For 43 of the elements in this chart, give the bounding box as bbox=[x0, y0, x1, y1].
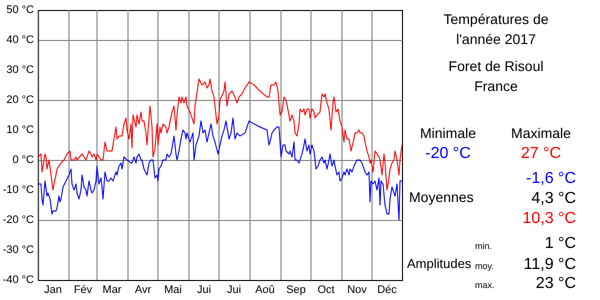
y-tick-label: 30 °C bbox=[6, 64, 34, 76]
text: 27 °C bbox=[520, 145, 562, 162]
x-tick-label: Fév bbox=[74, 284, 93, 296]
y-tick-label: -30 °C bbox=[2, 244, 34, 256]
x-tick-label: Avr bbox=[134, 284, 152, 296]
text: 10,3 °C bbox=[522, 210, 576, 227]
line-series bbox=[38, 118, 402, 220]
x-tick-label: Sep bbox=[286, 284, 306, 296]
text: -20 °C bbox=[425, 145, 471, 162]
text: max. bbox=[475, 280, 495, 290]
text: Minimale bbox=[420, 125, 476, 141]
text: l'année 2017 bbox=[456, 31, 536, 47]
text: 1 °C bbox=[544, 235, 576, 252]
x-tick-label: Déc bbox=[377, 284, 398, 296]
text: Températures de bbox=[443, 11, 549, 27]
x-tick-label: Jui bbox=[226, 284, 242, 296]
y-tick-label: -40 °C bbox=[2, 274, 34, 286]
text: 23 °C bbox=[536, 275, 576, 292]
y-tick-label: 10 °C bbox=[6, 124, 34, 136]
text: Moyennes bbox=[409, 189, 474, 205]
text: Foret de Risoul bbox=[448, 58, 544, 74]
x-tick-label: Jui bbox=[196, 284, 212, 296]
text: France bbox=[474, 78, 518, 94]
text: 11,9 °C bbox=[524, 256, 576, 273]
text: moy. bbox=[475, 261, 494, 271]
y-tick-label: -10 °C bbox=[2, 184, 34, 196]
x-tick-label: Aoû bbox=[255, 284, 275, 296]
x-tick-label: Mar bbox=[102, 284, 122, 296]
text: Amplitudes bbox=[407, 256, 472, 271]
text: 4,3 °C bbox=[531, 190, 576, 207]
text: Maximale bbox=[511, 125, 572, 141]
text: -1,6 °C bbox=[526, 170, 576, 187]
x-tick-label: Nov bbox=[347, 284, 368, 296]
x-tick-label: Mai bbox=[164, 284, 182, 296]
line-series bbox=[38, 78, 402, 190]
y-tick-label: 40 °C bbox=[6, 34, 34, 46]
text: min. bbox=[475, 241, 492, 251]
y-tick-label: 50 °C bbox=[6, 4, 34, 16]
x-tick-label: Oct bbox=[317, 284, 335, 296]
y-tick-label: -20 °C bbox=[2, 214, 34, 226]
y-tick-label: 20 °C bbox=[6, 94, 34, 106]
y-tick-label: 0 °C bbox=[12, 154, 34, 166]
x-tick-label: Jan bbox=[44, 284, 62, 296]
